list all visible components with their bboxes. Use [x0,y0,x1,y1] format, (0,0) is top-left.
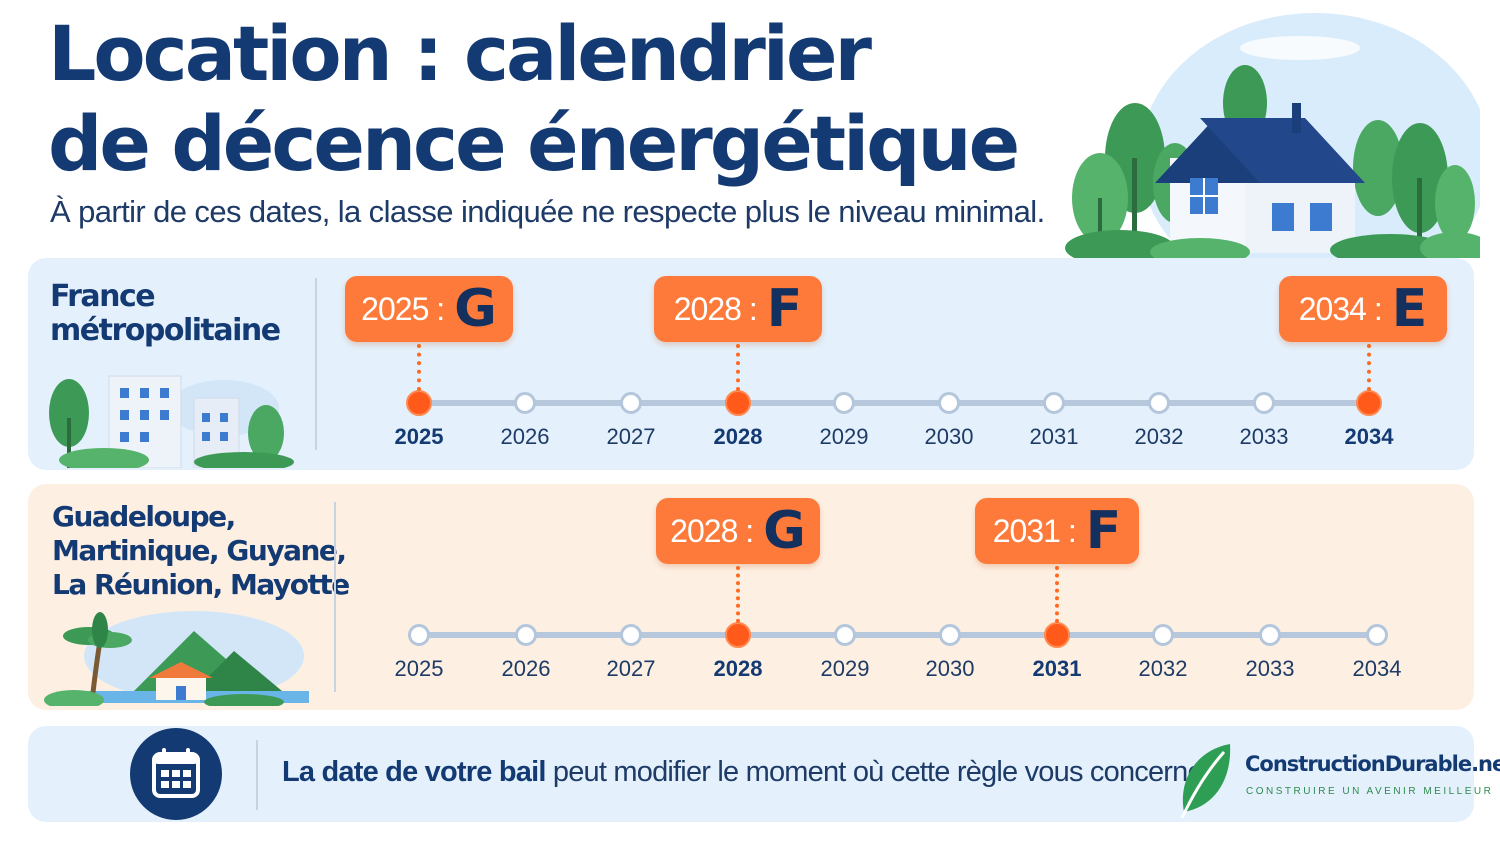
milestone-badge: 2034 :E [1279,276,1447,342]
calendar-icon [152,748,200,798]
timeline-dot [1043,392,1065,414]
milestone-class: E [1391,279,1428,339]
year-label: 2029 [819,424,869,449]
region-line: Guadeloupe, [52,500,236,533]
timeline-dot-active [1356,390,1382,416]
year-label: 2025 [394,424,444,449]
year-label: 2025 [394,656,444,681]
footer-panel [28,726,1474,822]
timeline-dot [620,624,642,646]
timeline-track-outremer [418,632,1378,638]
region-line: métropolitaine [50,313,281,348]
timeline-dot [515,624,537,646]
year-label: 2031 [1032,656,1082,681]
calendar-badge [130,728,222,820]
milestone-class: F [766,279,803,339]
milestone-class: G [454,279,497,339]
milestone-class: F [1085,501,1122,561]
timeline-dot-active [725,390,751,416]
year-label: 2031 [1029,424,1079,449]
year-label: 2029 [820,656,870,681]
milestone-class: G [763,501,806,561]
brand-name: ConstructionDurable.net [1245,752,1500,776]
timeline-dot [1152,624,1174,646]
milestone-year: 2028 : [670,512,754,549]
year-label: 2032 [1138,656,1188,681]
year-label: 2028 [713,656,763,681]
year-label: 2034 [1344,424,1394,449]
timeline-dot [938,392,960,414]
leaf-icon [1180,744,1231,819]
timeline-dot-active [1044,622,1070,648]
year-label: 2033 [1239,424,1289,449]
timeline-dot [1148,392,1170,414]
year-label: 2030 [925,656,975,681]
milestone-year: 2034 : [1298,290,1383,327]
timeline-dot [939,624,961,646]
timeline-dot [1253,392,1275,414]
milestone-badge: 2031 :F [975,498,1139,564]
divider [256,740,258,810]
page-subtitle: À partir de ces dates, la classe indiqué… [50,194,1045,229]
city-illustration [49,375,294,468]
timeline-dot [1259,624,1281,646]
region-label-metropole: France métropolitaine [50,279,281,348]
year-label: 2027 [606,424,656,449]
milestone-connector [736,344,740,391]
milestone-connector [1367,344,1371,391]
region-line: France [50,279,156,314]
year-label: 2026 [501,656,551,681]
year-label: 2026 [500,424,550,449]
milestone-year: 2025 : [361,290,445,327]
brand-tagline: CONSTRUIRE UN AVENIR MEILLEUR [1246,786,1494,797]
year-label: 2027 [606,656,656,681]
divider [315,278,317,450]
footer-note-bold: La date de votre bail [282,756,546,788]
footer-note-rest: peut modifier le moment où cette règle v… [545,756,1211,788]
page-title: Location : calendrier de décence énergét… [48,8,1020,188]
timeline-dot [408,624,430,646]
timeline-dot [514,392,536,414]
timeline-dot [833,392,855,414]
house-illustration [1065,13,1480,258]
year-label: 2028 [713,424,763,449]
timeline-track-metropole [418,400,1370,406]
milestone-badge: 2028 :F [654,276,822,342]
title-line-1: Location : calendrier [48,9,872,98]
footer-note: La date de votre bail peut modifier le m… [282,756,1211,789]
milestone-year: 2031 : [992,512,1077,549]
milestone-badge: 2028 :G [656,498,820,564]
year-label: 2034 [1352,656,1402,681]
timeline-dot-active [725,622,751,648]
divider [334,502,336,692]
timeline-dot [620,392,642,414]
timeline-dot-active [406,390,432,416]
timeline-dot [834,624,856,646]
milestone-connector [736,566,740,623]
year-label: 2032 [1134,424,1184,449]
year-label: 2033 [1245,656,1295,681]
region-line: Martinique, Guyane, [52,534,347,567]
title-line-2: de décence énergétique [48,99,1020,188]
milestone-connector [1055,566,1059,623]
timeline-dot [1366,624,1388,646]
milestone-connector [417,344,421,391]
region-line: La Réunion, Mayotte [52,568,350,601]
region-label-outremer: Guadeloupe, Martinique, Guyane, La Réuni… [52,500,350,602]
milestone-badge: 2025 :G [345,276,513,342]
milestone-year: 2028 : [673,290,758,327]
year-label: 2030 [924,424,974,449]
tropical-illustration [44,611,309,706]
